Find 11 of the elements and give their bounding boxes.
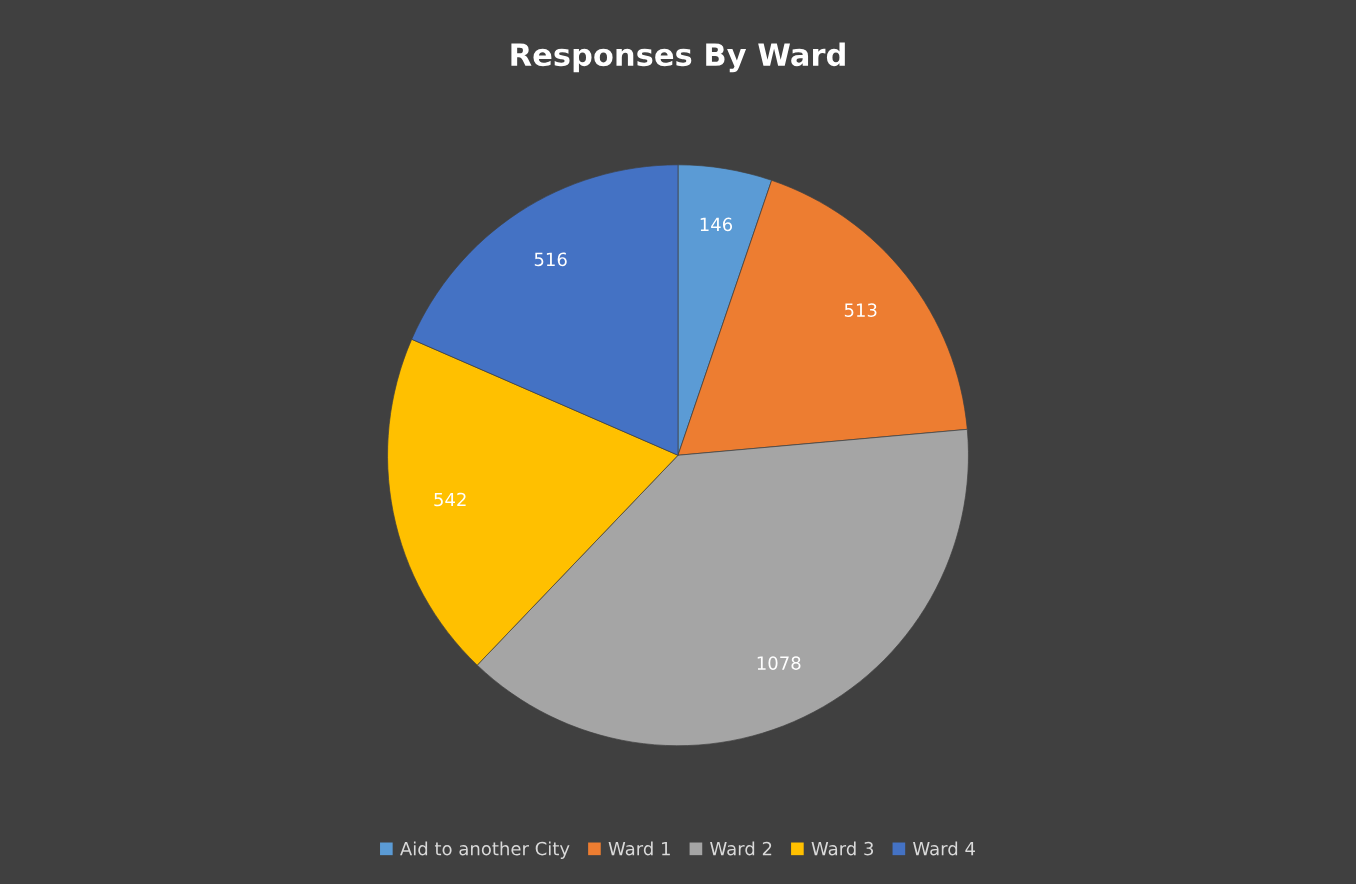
legend-label: Ward 1 <box>608 841 670 856</box>
legend-label: Ward 3 <box>811 841 874 856</box>
legend-label: Ward 2 <box>710 841 772 856</box>
data-label: 542 <box>434 492 466 507</box>
data-label: 516 <box>534 252 567 267</box>
data-label: 513 <box>844 303 877 317</box>
data-label: 1078 <box>757 656 801 670</box>
legend-label: Aid to another City <box>400 841 570 859</box>
data-label: 146 <box>700 217 733 232</box>
chart-title: Responses By Ward <box>511 42 845 73</box>
legend-label: Ward 4 <box>913 841 975 856</box>
